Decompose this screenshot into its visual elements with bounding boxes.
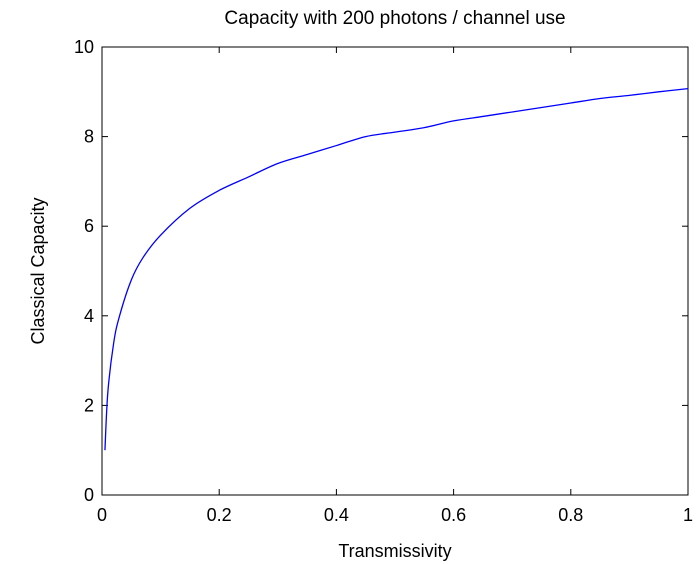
y-axis: 0 2 4 6 8 10 bbox=[74, 37, 688, 505]
data-point bbox=[276, 162, 279, 165]
data-point bbox=[103, 449, 106, 452]
y-tick-label: 10 bbox=[74, 37, 94, 57]
data-point bbox=[657, 90, 660, 93]
data-point bbox=[599, 97, 602, 100]
data-point bbox=[335, 144, 338, 147]
plot-area bbox=[101, 46, 689, 496]
data-point bbox=[628, 94, 631, 97]
data-point bbox=[394, 131, 397, 134]
y-axis-label: Classical Capacity bbox=[28, 197, 48, 344]
data-point bbox=[118, 314, 121, 317]
data-point bbox=[106, 390, 109, 393]
y-tick-label: 4 bbox=[84, 306, 94, 326]
data-point bbox=[364, 135, 367, 138]
y-tick-label: 8 bbox=[84, 127, 94, 147]
data-point bbox=[423, 126, 426, 129]
chart-title: Capacity with 200 photons / channel use bbox=[224, 8, 565, 29]
data-point bbox=[112, 341, 115, 344]
data-point bbox=[247, 175, 250, 178]
x-tick-label: 0.8 bbox=[558, 505, 583, 525]
data-point bbox=[569, 102, 572, 105]
x-axis: 0 0.2 0.4 0.6 0.8 1 bbox=[97, 47, 693, 525]
data-point bbox=[540, 106, 543, 109]
x-tick-label: 1 bbox=[683, 505, 693, 525]
x-axis-label: Transmissivity bbox=[338, 541, 451, 561]
data-point bbox=[218, 189, 221, 192]
x-tick-label: 0.2 bbox=[207, 505, 232, 525]
data-point bbox=[130, 278, 133, 281]
data-point bbox=[452, 119, 455, 122]
data-point bbox=[159, 234, 162, 237]
series-line bbox=[104, 88, 689, 451]
data-point bbox=[306, 153, 309, 156]
x-tick-label: 0 bbox=[97, 505, 107, 525]
y-tick-label: 0 bbox=[84, 485, 94, 505]
data-point bbox=[687, 87, 690, 90]
x-tick-label: 0.6 bbox=[441, 505, 466, 525]
y-tick-label: 2 bbox=[84, 395, 94, 415]
x-tick-label: 0.4 bbox=[324, 505, 349, 525]
data-point bbox=[142, 256, 145, 259]
y-tick-label: 6 bbox=[84, 216, 94, 236]
data-point bbox=[511, 110, 514, 113]
data-point bbox=[188, 207, 191, 210]
data-point bbox=[481, 115, 484, 118]
